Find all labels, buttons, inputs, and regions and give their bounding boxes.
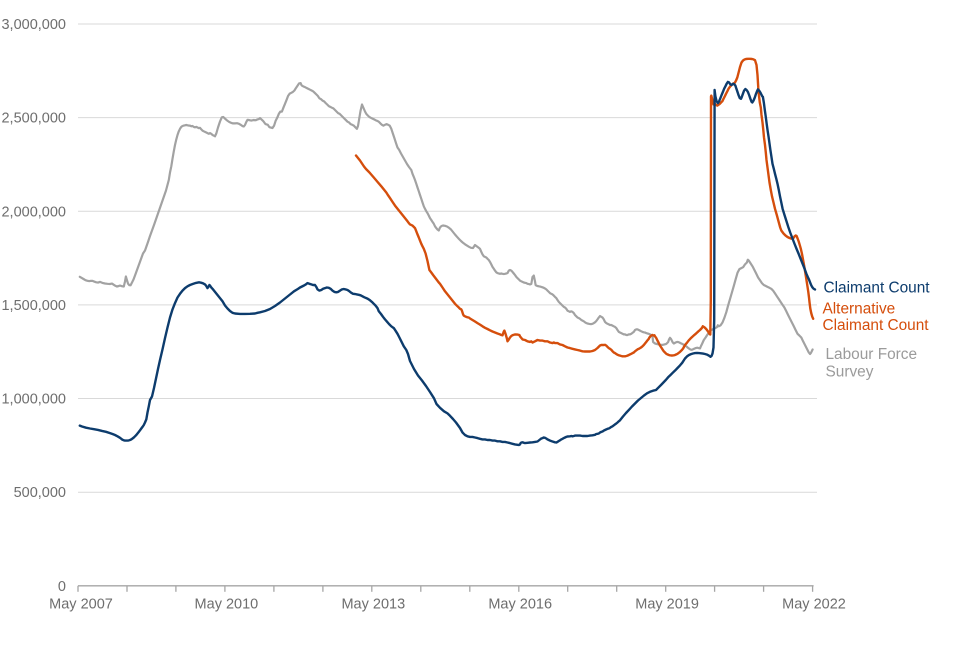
svg-text:May 2022: May 2022 bbox=[782, 597, 846, 613]
svg-text:0: 0 bbox=[58, 579, 66, 595]
svg-text:Claimant Count: Claimant Count bbox=[823, 317, 930, 334]
svg-text:500,000: 500,000 bbox=[14, 485, 66, 501]
svg-text:Labour Force: Labour Force bbox=[826, 346, 918, 363]
svg-text:May 2010: May 2010 bbox=[195, 597, 259, 613]
svg-text:2,000,000: 2,000,000 bbox=[1, 204, 66, 220]
svg-text:May 2007: May 2007 bbox=[49, 597, 113, 613]
svg-text:May 2013: May 2013 bbox=[341, 597, 405, 613]
svg-text:Alternative: Alternative bbox=[823, 301, 896, 318]
svg-text:Claimant Count: Claimant Count bbox=[824, 280, 931, 297]
svg-text:Survey: Survey bbox=[826, 364, 874, 381]
svg-text:2,500,000: 2,500,000 bbox=[1, 111, 66, 127]
svg-text:1,500,000: 1,500,000 bbox=[1, 298, 66, 314]
svg-text:3,000,000: 3,000,000 bbox=[1, 17, 66, 33]
svg-text:May 2019: May 2019 bbox=[635, 597, 699, 613]
svg-text:May 2016: May 2016 bbox=[488, 597, 552, 613]
svg-text:1,000,000: 1,000,000 bbox=[1, 392, 66, 408]
